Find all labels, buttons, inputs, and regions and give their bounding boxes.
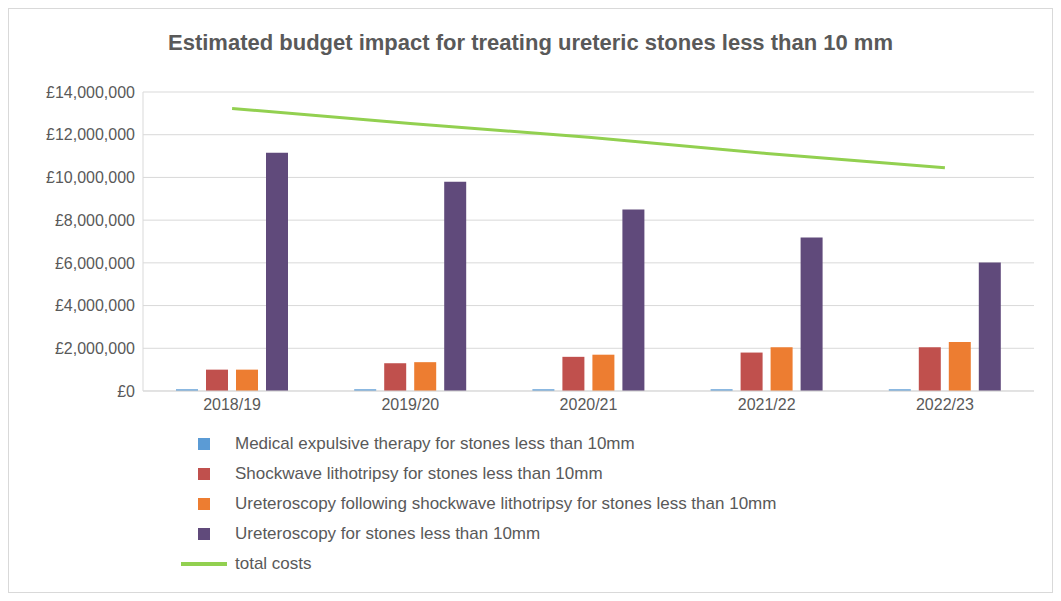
svg-text:2021/22: 2021/22 [738,396,796,413]
svg-text:£8,000,000: £8,000,000 [55,212,135,229]
svg-text:£12,000,000: £12,000,000 [46,126,135,143]
svg-text:£4,000,000: £4,000,000 [55,297,135,314]
html-text:Ureteroscopy for stones less t: Ureteroscopy for stones less than 10mm [235,524,541,543]
html-text:total costs: total costs [235,554,312,573]
html-text:Shockwave lithotripsy for ston: Shockwave lithotripsy for stones less th… [235,464,603,483]
svg-text:£10,000,000: £10,000,000 [46,169,135,186]
html-text:Estimated budget impact for tr: Estimated budget impact for treating ure… [168,30,893,55]
html-text:Ureteroscopy following shockwa: Ureteroscopy following shockwave lithotr… [235,494,777,513]
svg-text:£0: £0 [117,383,135,400]
html-text:Medical expulsive therapy for: Medical expulsive therapy for stones les… [235,434,635,453]
svg-text:£14,000,000: £14,000,000 [46,84,135,101]
svg-text:2018/19: 2018/19 [203,396,261,413]
svg-text:2020/21: 2020/21 [560,396,618,413]
svg-text:£2,000,000: £2,000,000 [55,340,135,357]
svg-text:2019/20: 2019/20 [381,396,439,413]
svg-text:£6,000,000: £6,000,000 [55,255,135,272]
svg-text:2022/23: 2022/23 [916,396,974,413]
